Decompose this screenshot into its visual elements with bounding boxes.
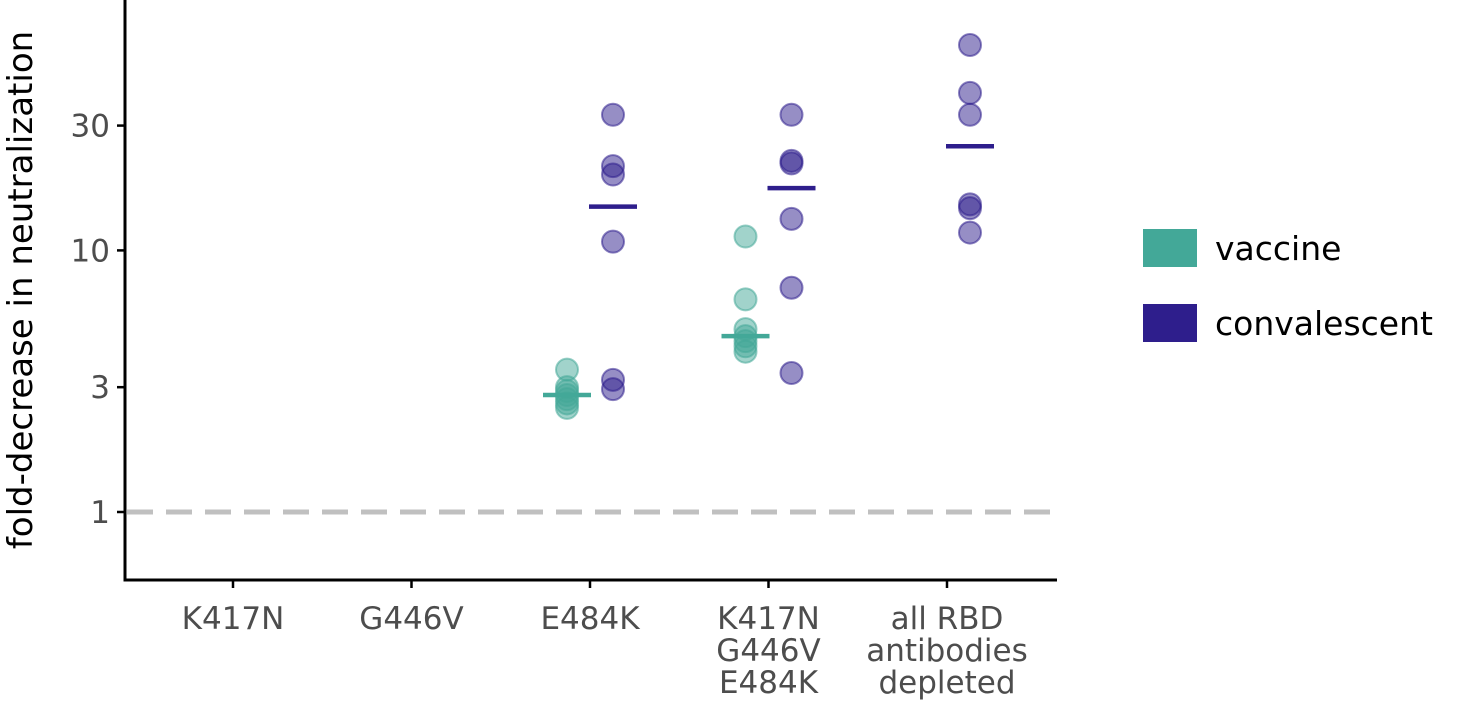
legend-swatch-vaccine [1143, 229, 1197, 267]
x-tick-label: G446V [359, 601, 463, 637]
legend-swatch-convalescent [1143, 304, 1197, 342]
data-point [779, 275, 804, 300]
data-point [601, 162, 625, 187]
data-point [601, 377, 625, 402]
x-tick-label: K417N [182, 601, 285, 637]
data-point [779, 206, 804, 231]
y-tick-label: 10 [71, 233, 110, 269]
data-point [958, 80, 982, 105]
data-point [958, 220, 982, 245]
data-point [958, 102, 982, 127]
x-tick-label: K417N G446V E484K [716, 601, 820, 701]
data-point [779, 151, 804, 176]
data-point [779, 102, 804, 127]
data-point [601, 229, 625, 254]
data-point [733, 339, 758, 364]
x-tick-label: E484K [540, 601, 640, 637]
data-point [555, 395, 579, 420]
data-point [958, 196, 982, 221]
data-point [601, 102, 625, 127]
y-tick-label: 3 [90, 370, 110, 406]
y-ticks: 1 3 10 30 [71, 109, 125, 531]
legend-label-vaccine: vaccine [1215, 229, 1341, 268]
x-tick-label: all RBD antibodies depleted [866, 601, 1028, 701]
plot-area [127, 32, 1057, 515]
y-tick-label: 30 [71, 109, 110, 145]
legend: vaccine convalescent [1143, 229, 1433, 343]
data-point [779, 360, 804, 385]
series-vaccine [543, 224, 770, 420]
data-point [733, 224, 758, 249]
y-tick-label: 1 [90, 495, 110, 531]
data-point [733, 287, 758, 312]
y-axis-label: fold-decrease in neutralization [1, 31, 41, 549]
legend-label-convalescent: convalescent [1215, 304, 1433, 343]
series-convalescent [589, 32, 994, 402]
data-point [958, 32, 982, 57]
